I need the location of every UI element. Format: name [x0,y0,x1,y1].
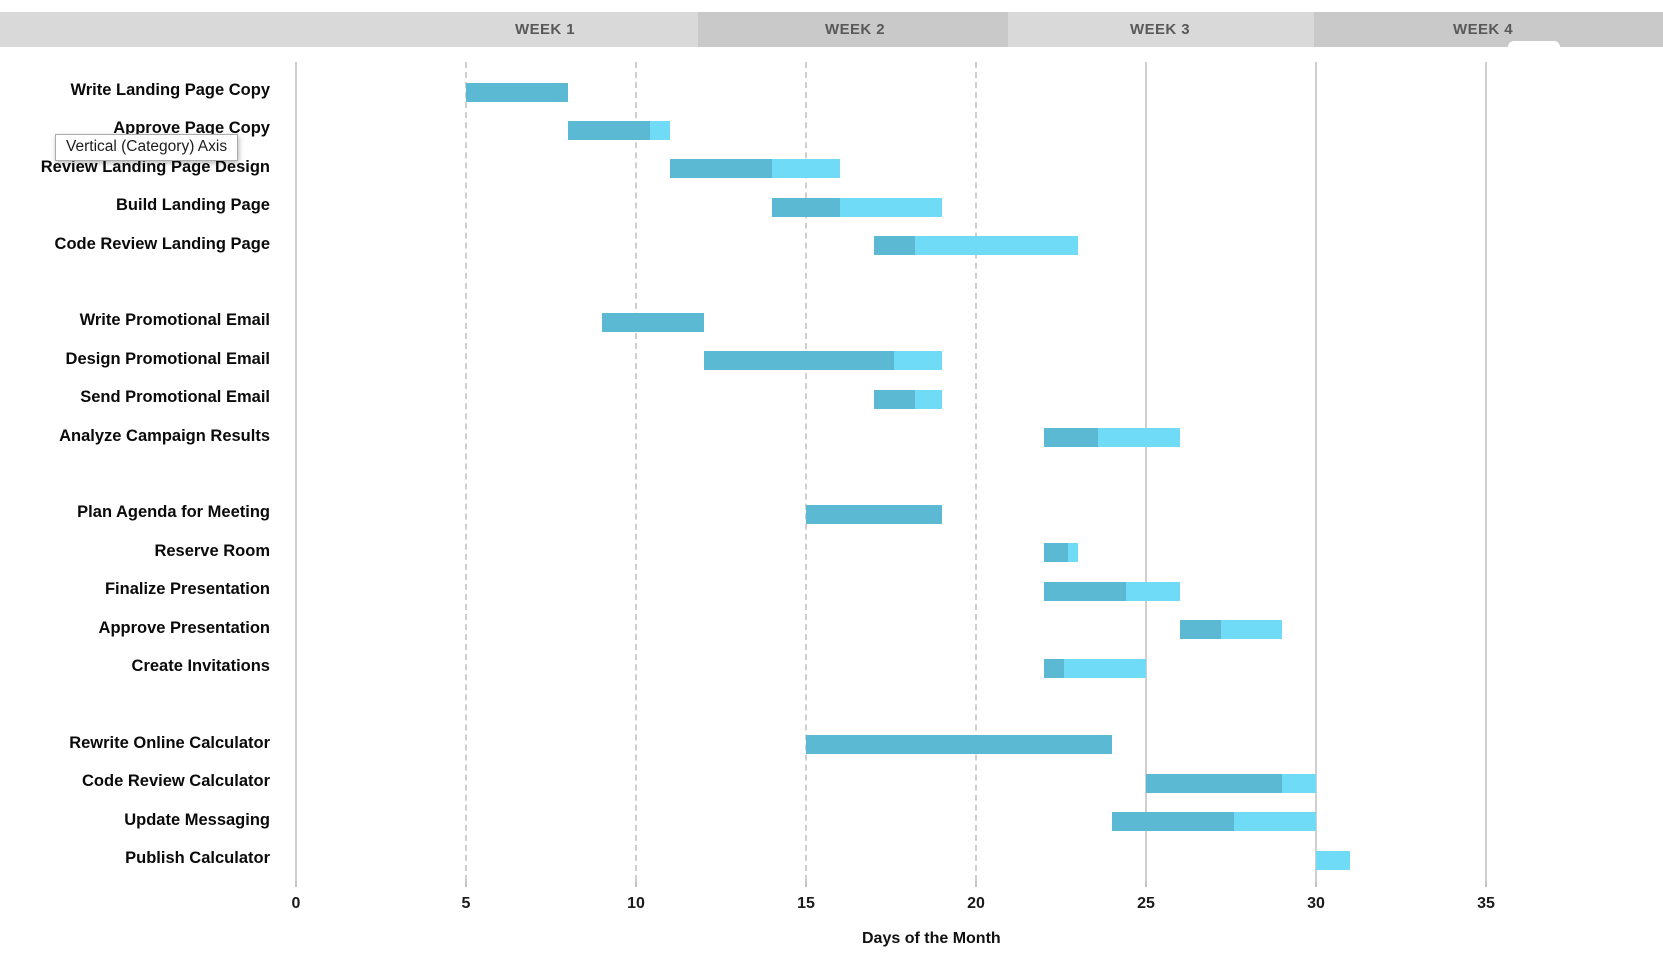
axis-hover-tooltip: Vertical (Category) Axis [55,134,239,161]
value-axis-tick-label: 20 [967,895,985,912]
task-label: Approve Presentation [98,618,270,637]
task-label: Create Invitations [131,657,270,675]
gridline-day-25 [1145,62,1147,881]
bar-complete-segment[interactable] [1044,543,1068,563]
bar-remaining-segment[interactable] [1234,812,1316,832]
axis-tick [975,881,977,887]
gridline-day-15 [805,62,807,881]
bar-complete-segment[interactable] [806,504,942,524]
task-label: Write Promotional Email [79,311,270,330]
bar-remaining-segment[interactable] [914,389,942,409]
bar-remaining-segment[interactable] [772,159,840,179]
task-label: Analyze Campaign Results [59,426,270,445]
axis-tick [1485,881,1487,887]
task-label: Finalize Presentation [104,580,270,599]
bar-complete-segment[interactable] [1044,658,1065,678]
bar-remaining-segment[interactable] [1220,620,1282,640]
task-label: Review Landing Page Design [40,157,270,176]
week-header-label: WEEK 1 [515,21,575,38]
value-axis-tick-label: 5 [461,895,471,912]
gridline-day-20 [975,62,977,881]
bar-remaining-segment[interactable] [894,351,942,371]
bar-remaining-segment[interactable] [1098,428,1180,448]
axis-tick [1145,881,1147,887]
axis-tick [465,881,467,887]
bar-complete-segment[interactable] [1180,620,1221,640]
band-edge-notch [1508,41,1560,47]
bar-complete-segment[interactable] [1044,581,1126,601]
axis-tick [805,881,807,887]
task-label: Write Landing Page Copy [70,81,270,99]
bar-complete-segment[interactable] [1044,428,1099,448]
axis-tick [635,881,637,887]
gridline-day-5 [465,62,467,881]
task-label: Build Landing Page [115,196,270,215]
bar-remaining-segment[interactable] [1316,850,1350,870]
bar-remaining-segment[interactable] [914,236,1078,256]
axis-tick [295,881,297,887]
bar-complete-segment[interactable] [874,389,915,409]
task-label: Design Promotional Email [65,349,270,368]
task-label: Publish Calculator [125,849,270,867]
gridline-day-35 [1485,62,1487,881]
bar-complete-segment[interactable] [670,159,772,179]
value-axis-tick-label: 30 [1307,895,1325,912]
task-label: Code Review Calculator [82,772,270,791]
bar-complete-segment[interactable] [704,351,895,371]
week-band-segment[interactable] [1314,12,1663,47]
week-band-segment[interactable] [0,12,698,47]
task-label: Rewrite Online Calculator [69,733,270,752]
bar-remaining-segment[interactable] [649,120,670,140]
bar-remaining-segment[interactable] [1067,543,1078,563]
bar-complete-segment[interactable] [772,197,840,217]
bar-complete-segment[interactable] [1146,773,1282,793]
value-axis-tick-label: 0 [291,895,301,912]
category-axis-line [295,62,297,881]
gridline-day-30 [1315,62,1317,881]
bar-remaining-segment[interactable] [1125,581,1180,601]
value-axis-tick-label: 35 [1477,895,1495,912]
bar-complete-segment[interactable] [602,312,704,332]
task-label: Send Promotional Email [80,388,270,407]
week-band-segment[interactable] [1008,12,1314,47]
task-label: Reserve Room [154,541,270,560]
task-label: Approve Page Copy [113,119,270,138]
bar-complete-segment[interactable] [874,236,915,256]
task-label: Plan Agenda for Meeting [77,503,270,522]
bar-remaining-segment[interactable] [1282,773,1316,793]
week-band-segment[interactable] [698,12,1008,47]
week-header-label: WEEK 4 [1453,21,1513,38]
bar-remaining-segment[interactable] [840,197,942,217]
axis-tick [1315,881,1317,887]
task-label: Code Review Landing Page [54,234,270,253]
week-header-label: WEEK 3 [1130,21,1190,38]
bar-complete-segment[interactable] [568,120,650,140]
bar-complete-segment[interactable] [1112,812,1235,832]
gridline-day-10 [635,62,637,881]
value-axis-title[interactable]: Days of the Month [862,930,1001,947]
value-axis-tick-label: 10 [627,895,645,912]
bar-complete-segment[interactable] [466,82,568,102]
week-header-label: WEEK 2 [825,21,885,38]
bar-remaining-segment[interactable] [1064,658,1146,678]
bar-complete-segment[interactable] [806,735,1112,755]
value-axis-tick-label: 25 [1137,895,1155,912]
value-axis-tick-label: 15 [797,895,815,912]
task-label: Update Messaging [124,810,270,829]
